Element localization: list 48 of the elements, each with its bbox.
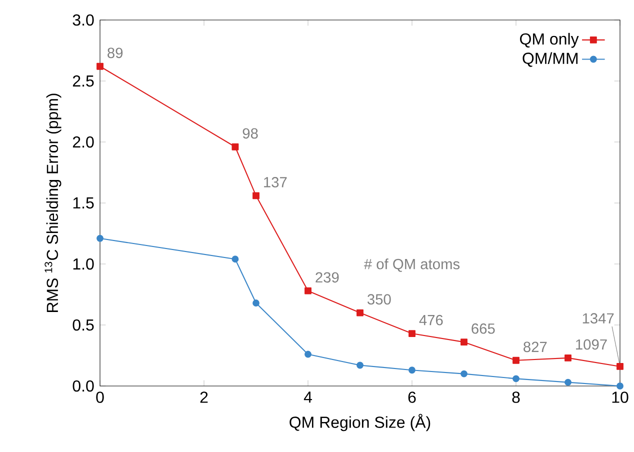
- point: [408, 366, 416, 374]
- legend-label: QM/MM: [522, 52, 578, 67]
- x-tick-label: 8: [512, 392, 520, 403]
- x-axis-title: QM Region Size (Å): [290, 414, 430, 432]
- x-tick-label: 2: [200, 392, 208, 403]
- annotation: # of QM atoms: [364, 258, 460, 272]
- point: [460, 338, 468, 346]
- annotation: 665: [472, 323, 495, 334]
- point: [304, 350, 312, 358]
- y-axis-title: RMS $^{13}$C Shielding Error (ppm): [44, 94, 62, 312]
- point: [356, 309, 364, 316]
- point: [96, 234, 104, 242]
- annotation: 137: [264, 177, 287, 188]
- point: [252, 192, 260, 200]
- y-tick-label: 1.5: [73, 197, 94, 209]
- point: [408, 330, 416, 337]
- point: [232, 143, 239, 150]
- point: [356, 362, 364, 369]
- x-tick-label: 6: [408, 392, 416, 403]
- point: [564, 378, 572, 386]
- y-tick-label: 1.0: [73, 258, 94, 270]
- y-tick-label: 2.5: [72, 75, 94, 87]
- y-tick-label: 3.0: [72, 14, 94, 26]
- y-tick-label: 2.0: [72, 136, 94, 148]
- point: [304, 287, 312, 294]
- annotation: 476: [419, 314, 443, 326]
- point: [96, 62, 104, 70]
- annotation: 350: [368, 294, 391, 305]
- point: [512, 375, 520, 382]
- point: [512, 356, 520, 364]
- point: [564, 354, 572, 362]
- annotation: 98: [242, 128, 258, 139]
- y-tick-label: 0.0: [72, 380, 94, 392]
- point: [232, 256, 239, 263]
- annotation: 1347: [582, 313, 614, 324]
- x-tick-label: 10: [612, 392, 628, 403]
- point: [616, 382, 624, 390]
- annotation: 89: [108, 48, 123, 58]
- legend-label: QM only: [520, 32, 579, 48]
- annotation: 827: [524, 342, 547, 352]
- point: [460, 370, 468, 378]
- x-tick-label: 0: [96, 392, 104, 403]
- x-tick-label: 4: [304, 392, 312, 403]
- y-tick-label: 0.5: [72, 319, 94, 331]
- point: [252, 300, 260, 306]
- annotation: 239: [316, 272, 339, 283]
- point: [616, 363, 624, 370]
- annotation: 1097: [576, 339, 607, 350]
